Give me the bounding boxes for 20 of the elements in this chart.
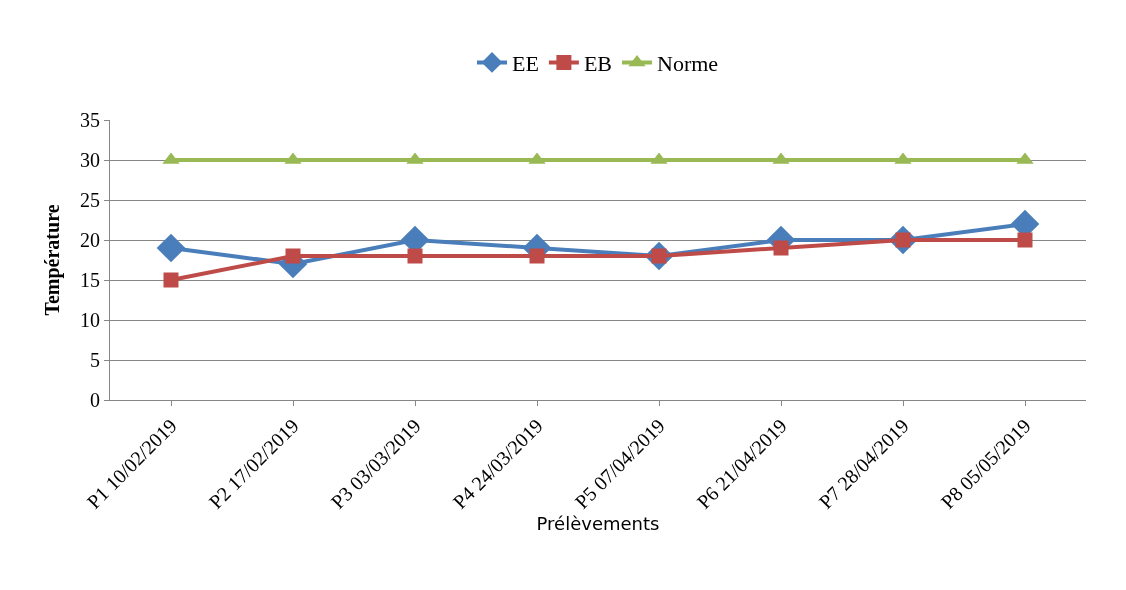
y-tick-label: 35 [80,109,100,131]
point [156,233,186,263]
y-tick-label: 5 [90,349,100,371]
y-tick-label: 10 [80,309,100,331]
legend-label: EE [512,50,539,76]
point [529,248,545,264]
point [285,248,301,264]
point [1017,232,1033,248]
legend-label: Norme [657,50,719,76]
y-tick-label: 15 [80,269,100,291]
y-tick-label: 30 [80,149,100,171]
x-axis-title: Prélèvements [536,512,660,534]
point [407,248,423,264]
point [163,272,179,288]
y-tick-label: 25 [80,189,100,211]
y-axis-title: Température [40,204,64,316]
legend-label: EB [583,50,613,76]
point [773,240,789,256]
y-tick-label: 0 [90,389,100,411]
y-tick-label: 20 [80,229,100,251]
